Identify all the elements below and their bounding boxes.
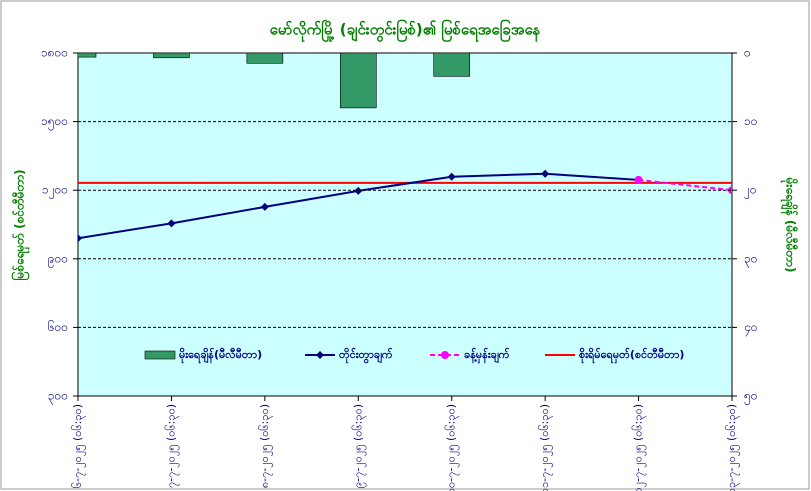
measured-point (447, 172, 456, 181)
rain-bar (78, 53, 97, 58)
rain-bar (153, 53, 190, 59)
legend-marker (316, 351, 324, 359)
x-tick-label: ၉-၇-၂၀၂၅ (၀၆:၃၀) (351, 404, 366, 488)
rain-bar (339, 53, 377, 109)
y-tick-label: ၆၀၀ (48, 319, 68, 334)
x-tick-label: ၆-၇-၂၀၂၅ (၀၆:၃၀) (71, 404, 86, 488)
legend-swatch (144, 350, 176, 360)
measured-point (260, 202, 269, 211)
plot-content (78, 53, 732, 243)
legend-label: စိုးရိမ်ရေမှတ်(စင်တီမီတာ) (579, 347, 684, 364)
y-tick-label: ၃၀၀ (48, 389, 68, 406)
y-tick-label: ၉၀၀ (48, 251, 68, 268)
y-tick-label: ၁၂၀၀ (42, 183, 68, 200)
y2-tick-label: ၁၀ (744, 114, 758, 128)
legend-marker (441, 351, 449, 359)
y-tick-label: ၁၈၀၀ (41, 46, 68, 60)
rain-bar (433, 53, 471, 77)
y2-tick-label: ၀ (744, 46, 751, 60)
x-tick-label: ၈-၇-၂၀၂၅ (၀၆:၃၀) (258, 404, 273, 488)
measured-point (167, 219, 176, 228)
plot-area (77, 52, 733, 397)
forecast-point (634, 175, 643, 184)
legend-label: တိုင်းတွာချက် (339, 347, 393, 364)
x-tick-label: ၁၂-၇-၂၀၂၅ (၀၆:၃၀) (632, 404, 647, 491)
legend-label: မိုးရေချိန်(မီလီမီတာ) (179, 347, 262, 364)
x-tick-label: ၁၁-၇-၂၀၂၅ (၀၆:၃၀) (538, 404, 553, 491)
x-tick-label: ၇-၇-၂၀၂၅ (၀၆:၃၀) (164, 404, 179, 488)
x-tick-label: ၁၀-၇-၂၀၂၅ (၀၆:၃၀) (445, 404, 460, 491)
measured-point (354, 186, 363, 195)
measured-point (78, 234, 82, 243)
y2-tick-label: ၅၀ (744, 389, 758, 406)
y2-tick-label: ၃၀ (744, 251, 758, 268)
y-axis-label: မြစ်ရေမှတ် (စင်တီမီတာ) (10, 169, 31, 280)
y2-tick-label: ၂၀ (744, 183, 757, 200)
measured-point (541, 169, 550, 178)
y2-axis-label: မိုးရေချိန် (မီလီမီတာ) (780, 177, 800, 273)
x-tick-label: ၁၃-၇-၂၀၂၅ (၀၆:၃၀) (725, 404, 740, 491)
y-tick-label: ၁၅၀၀ (41, 114, 68, 131)
y2-tick-label: ၄၀ (744, 320, 758, 337)
rain-bar (246, 53, 284, 64)
legend-label: ခန့်မှန်းချက် (464, 347, 510, 364)
